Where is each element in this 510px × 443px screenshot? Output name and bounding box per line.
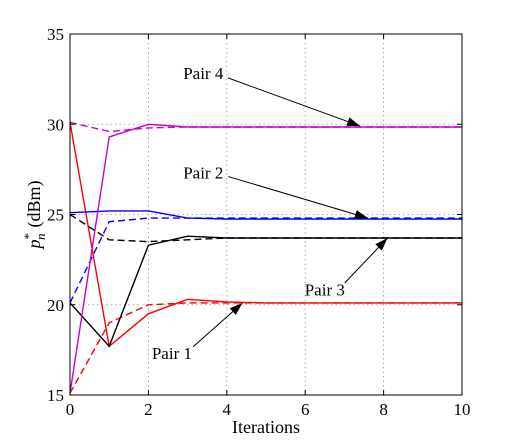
annotation-label-3: Pair 3 [305,281,345,300]
y-axis-label-superscript: * [21,233,36,240]
series-line-8 [69,121,462,133]
annotation-arrowhead-2 [354,210,368,219]
series-line-3 [69,210,462,220]
x-axis-label: Iterations [232,417,300,437]
annotation-arrowhead-1 [346,117,361,127]
y-tick-label: 25 [47,206,64,225]
series-line-6 [69,213,462,243]
y-tick-label: 20 [47,296,64,315]
y-tick-label: 30 [47,115,64,134]
series-line-7 [69,123,462,394]
series-line-1 [69,122,462,348]
y-axis-label: p*n (dBm) [21,180,48,250]
annotation-arrowhead-4 [229,302,243,315]
x-tick-label: 4 [223,400,232,419]
series-line-2 [69,302,462,394]
x-tick-label: 2 [144,400,153,419]
x-tick-label: 6 [301,400,310,419]
annotation-arrowhead-3 [375,237,388,251]
y-axis-label-subscript: n [33,234,48,241]
annotation-label-4: Pair 1 [152,344,192,363]
y-axis-label-unit: (dBm) [24,180,45,227]
y-tick-label: 35 [47,25,64,44]
annotation-label-2: Pair 2 [183,163,223,182]
ticks: 0 2 4 6 8 10 15 20 25 30 35 [47,25,471,419]
x-tick-label: 0 [66,400,75,419]
series-line-4 [69,217,462,304]
annotations: Pair 4 Pair 2 Pair 3 Pair 1 [152,64,388,363]
x-tick-label: 8 [379,400,388,419]
annotation-arrow-2 [228,176,369,219]
y-axis-label-base: p [24,240,44,251]
annotation-label-1: Pair 4 [183,64,224,83]
x-tick-label: 10 [454,400,471,419]
series-lines [69,121,462,394]
grid [70,34,462,395]
y-tick-label: 15 [47,386,64,405]
annotation-arrow-1 [227,77,361,127]
